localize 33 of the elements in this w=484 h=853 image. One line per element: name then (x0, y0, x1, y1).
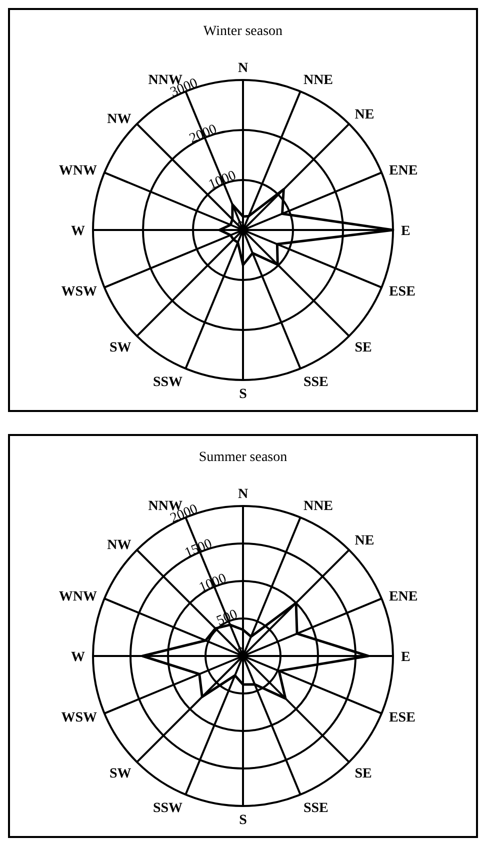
spoke-label: W (71, 650, 85, 665)
spoke-label: NW (107, 112, 132, 128)
spoke-label: W (71, 224, 85, 239)
spoke-label: SSE (303, 800, 328, 816)
spoke-label: SE (354, 340, 372, 356)
spoke-label: E (401, 650, 410, 665)
spoke-label: SSW (152, 800, 183, 816)
spoke-label: ESE (388, 284, 416, 300)
chart-title: Summer season (198, 450, 288, 466)
spoke-label: ESE (388, 710, 416, 726)
spoke-label: NNE (303, 499, 334, 514)
spoke-label: NE (354, 533, 374, 548)
spoke-label: SW (109, 766, 132, 782)
spoke-label: SSW (152, 374, 183, 390)
spoke-label: ENE (388, 164, 418, 179)
spoke-label: N (238, 487, 248, 502)
spoke-label: SW (109, 340, 132, 356)
y-tick-label: 1000 (206, 168, 238, 193)
spoke-label: WSW (61, 284, 98, 300)
spoke-label: SE (354, 766, 372, 782)
spoke-label: WNW (58, 590, 98, 605)
spoke-label: S (239, 386, 248, 402)
chart-title: Winter season (202, 24, 284, 40)
spoke-label: ENE (388, 590, 418, 605)
spoke-label: E (401, 224, 410, 239)
spoke-label: WNW (58, 164, 98, 179)
spoke-label: NNE (303, 73, 334, 88)
spoke-label: SSE (303, 374, 328, 390)
spoke-label: NW (107, 538, 132, 554)
spoke-label: WSW (61, 710, 98, 726)
spoke-label: S (239, 812, 248, 828)
spoke-label: N (238, 61, 248, 76)
spoke-label: NE (354, 107, 374, 122)
